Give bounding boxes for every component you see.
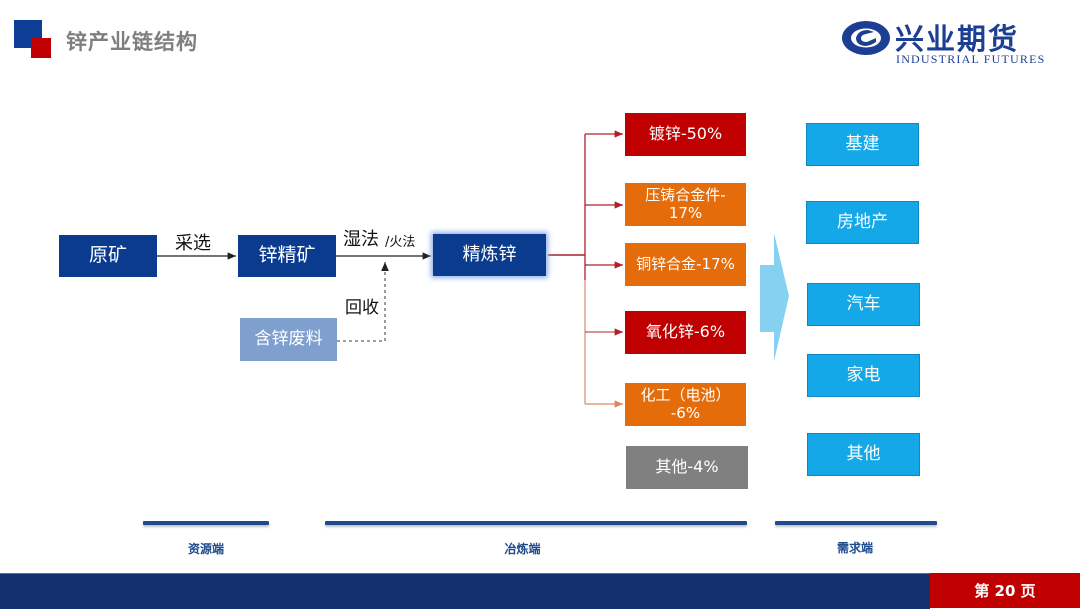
zinc-concentrate-box: 锌精矿	[238, 235, 336, 277]
page-title: 锌产业链结构	[66, 30, 198, 54]
demand-label: 房地产	[837, 211, 888, 232]
stage-label-smelting: 冶炼端	[504, 542, 541, 556]
consumption-die-casting: 压铸合金件- 17%	[625, 183, 746, 226]
consumption-label: 氧化锌-6%	[645, 322, 726, 342]
footer-bar	[0, 573, 930, 609]
refined-zinc-box: 精炼锌	[433, 234, 546, 276]
demand-real-estate: 房地产	[806, 201, 919, 244]
consumption-share: -6%	[670, 403, 701, 422]
page-number: 第 20 页	[974, 582, 1036, 600]
demand-label: 基建	[845, 133, 880, 154]
demand-infrastructure: 基建	[806, 123, 919, 166]
zinc-concentrate-label: 锌精矿	[258, 244, 316, 267]
brand-logo: 兴业期货 INDUSTRIAL FUTURES	[840, 14, 1070, 70]
consumption-label: 其他-4%	[655, 457, 719, 477]
stage-bar-smelting	[325, 521, 747, 525]
consumption-label: 化工（电池）	[640, 386, 731, 405]
raw-ore-label: 原矿	[88, 244, 127, 267]
mining-step-label: 采选	[175, 233, 211, 254]
demand-label: 家电	[846, 364, 881, 385]
wet-smelting-label: 湿法	[343, 229, 379, 250]
consumption-label: 铜锌合金-17%	[636, 254, 735, 273]
consumption-label: 压铸合金件-	[645, 186, 726, 205]
logo-square-red	[31, 38, 51, 58]
demand-label: 其他	[846, 443, 881, 464]
zinc-scrap-label: 含锌废料	[254, 328, 323, 349]
brand-subtitle: INDUSTRIAL FUTURES	[896, 52, 1046, 66]
stage-label-resource: 资源端	[187, 542, 224, 556]
demand-automobile: 汽车	[807, 283, 920, 326]
consumption-galvanizing: 镀锌-50%	[625, 113, 746, 156]
recycle-step-label: 回收	[345, 298, 379, 318]
stage-bar-resource	[143, 521, 269, 525]
consumption-share: 17%	[668, 203, 703, 222]
demand-label: 汽车	[846, 293, 881, 314]
brand-name: 兴业期货	[895, 22, 1020, 56]
raw-ore-box: 原矿	[59, 235, 157, 277]
stage-bar-demand	[775, 521, 937, 525]
fire-smelting-label: /火法	[385, 235, 416, 250]
zinc-scrap-box: 含锌废料	[240, 318, 337, 361]
consumption-other: 其他-4%	[626, 446, 748, 489]
page-number-block: 第 20 页	[930, 573, 1080, 608]
demand-other: 其他	[807, 433, 920, 476]
stage-label-demand: 需求端	[836, 541, 873, 555]
consumption-label: 镀锌-50%	[648, 124, 723, 144]
refined-zinc-label: 精炼锌	[462, 243, 517, 265]
consumption-chemical-battery: 化工（电池） -6%	[625, 383, 746, 426]
brand-emblem-icon	[842, 21, 890, 55]
consumption-zinc-oxide: 氧化锌-6%	[625, 311, 746, 354]
consumption-brass: 铜锌合金-17%	[625, 243, 746, 286]
demand-home-appliance: 家电	[807, 354, 920, 397]
